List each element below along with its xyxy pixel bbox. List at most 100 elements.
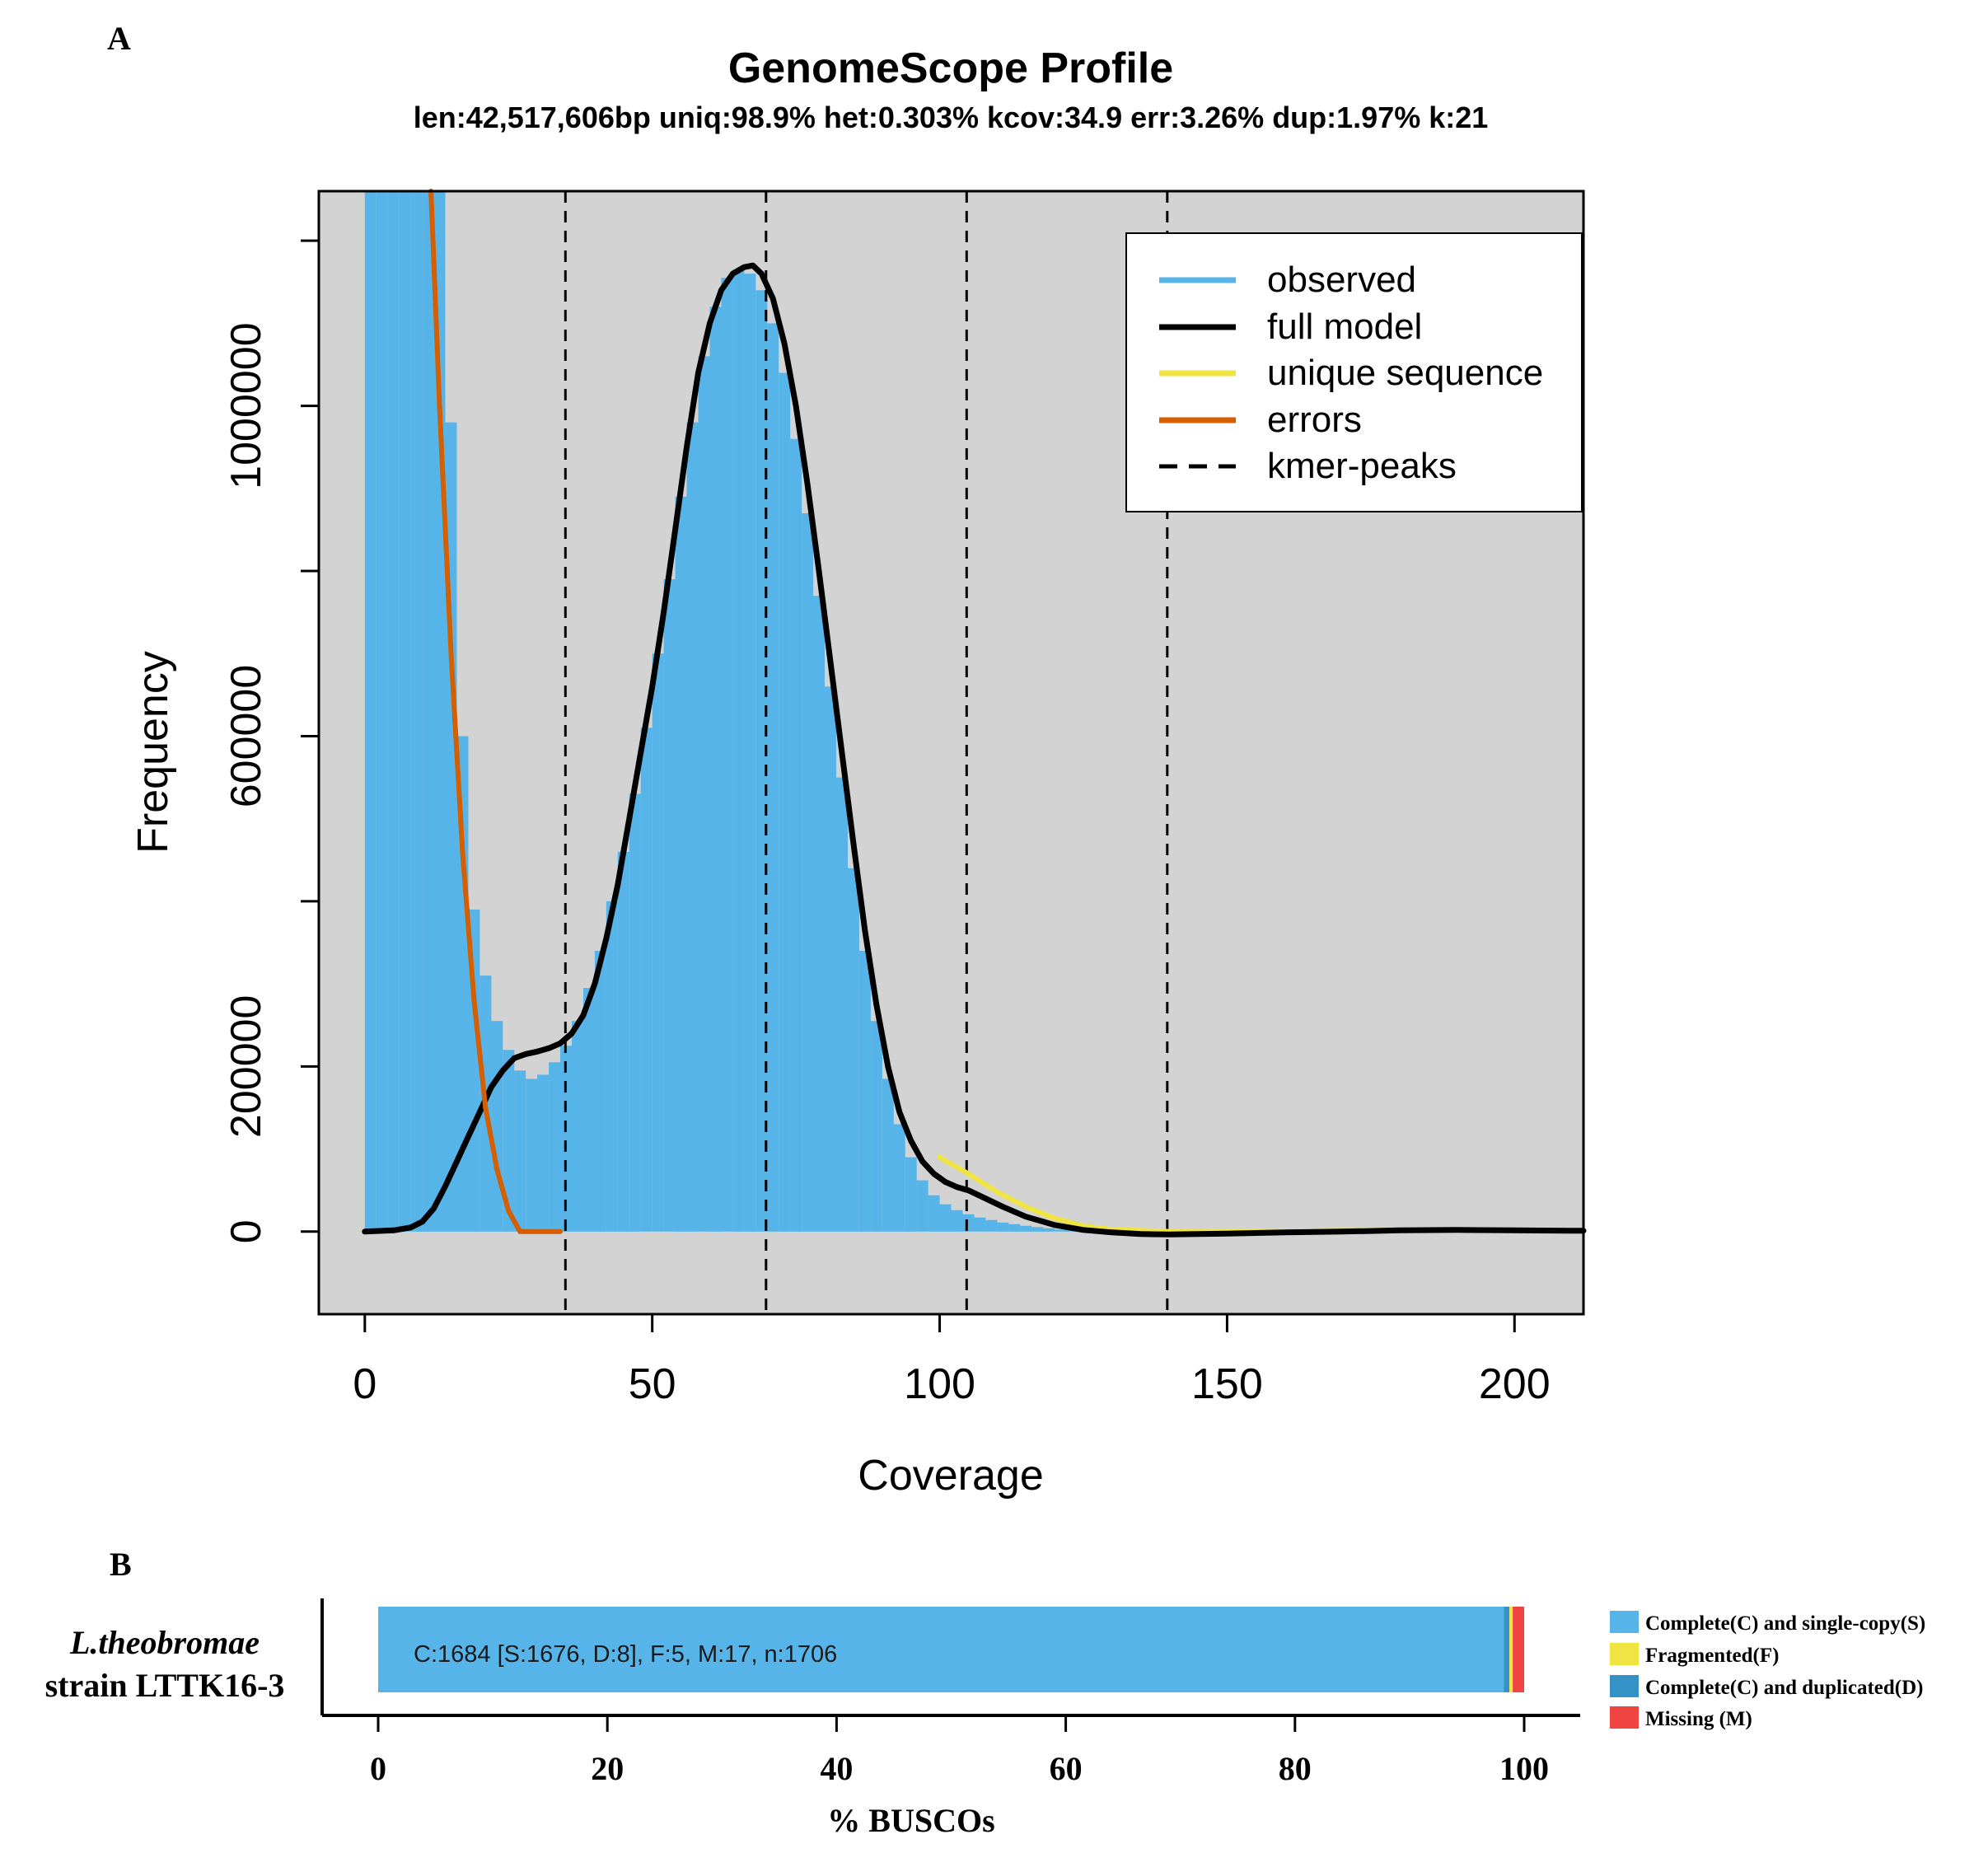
observed-bar <box>1008 1224 1021 1232</box>
observed-bar <box>813 596 825 1232</box>
observed-bar <box>790 438 802 1232</box>
x-axis: 0 50 100 150 200 <box>353 1314 1551 1408</box>
observed-bar <box>594 951 606 1232</box>
y-axis-label: Frequency <box>129 651 177 854</box>
panel-b-letter: B <box>110 1546 132 1583</box>
busco-segment <box>1513 1607 1524 1692</box>
busco-chart: C:1684 [S:1676, D:8], F:5, M:17, n:1706 … <box>45 1598 1925 1839</box>
observed-bar <box>825 686 836 1232</box>
observed-bar <box>962 1214 975 1232</box>
busco-x-axis: 0 20 40 60 80 100 <box>370 1715 1549 1787</box>
busco-x-tick-label: 20 <box>591 1750 624 1787</box>
observed-bar <box>985 1219 998 1232</box>
busco-segment <box>1504 1607 1509 1692</box>
busco-legend-swatch-duplicated <box>1610 1675 1639 1697</box>
observed-bar <box>997 1222 1009 1232</box>
observed-bar <box>663 579 676 1232</box>
observed-bar <box>721 278 733 1232</box>
busco-legend: Complete(C) and single-copy(S) Fragmente… <box>1610 1611 1925 1730</box>
observed-bar <box>779 372 791 1232</box>
observed-bar <box>387 191 400 1232</box>
legend-label-errors: errors <box>1267 400 1362 440</box>
observed-bar <box>744 274 756 1232</box>
observed-bar <box>526 1079 538 1232</box>
observed-bar <box>709 306 722 1232</box>
x-tick-label: 100 <box>904 1360 975 1408</box>
legend-label-observed: observed <box>1267 260 1416 300</box>
observed-bar <box>549 1062 561 1232</box>
observed-bar <box>491 1021 503 1232</box>
busco-x-tick-label: 40 <box>820 1750 853 1787</box>
busco-bar-label: C:1684 [S:1676, D:8], F:5, M:17, n:1706 <box>414 1641 837 1668</box>
plot-frame <box>317 190 1585 1316</box>
observed-bar <box>893 1124 905 1232</box>
busco-bar <box>378 1607 1524 1692</box>
errors-line <box>428 189 563 1234</box>
observed-bar <box>537 1074 550 1232</box>
busco-category-strain: strain LTTK16-3 <box>45 1667 285 1704</box>
observed-bar <box>629 793 641 1232</box>
observed-bar <box>1043 1228 1055 1232</box>
legend-label-kmer-peaks: kmer-peaks <box>1267 446 1457 486</box>
observed-bar <box>410 191 423 1232</box>
y-tick-label: 600000 <box>222 665 270 808</box>
busco-legend-swatch-fragmented <box>1610 1643 1639 1665</box>
observed-bar <box>399 191 411 1232</box>
y-axis: 0 200000 600000 1000000 <box>222 239 319 1243</box>
legend-label-unique-sequence: unique sequence <box>1267 353 1543 393</box>
busco-legend-swatch-missing <box>1610 1706 1639 1729</box>
busco-legend-swatch-single <box>1610 1611 1639 1633</box>
busco-segment <box>378 1607 1504 1692</box>
x-tick-label: 0 <box>353 1360 377 1408</box>
observed-bar <box>652 653 664 1232</box>
chart-title: GenomeScope Profile <box>728 44 1173 92</box>
observed-bar <box>951 1210 963 1232</box>
chart-subtitle: len:42,517,606bp uniq:98.9% het:0.303% k… <box>414 101 1489 134</box>
genomescope-chart: GenomeScope Profile len:42,517,606bp uni… <box>129 44 1587 1500</box>
observed-bar <box>686 422 699 1232</box>
full-model-line <box>362 262 1587 1238</box>
observed-bar <box>882 1079 894 1232</box>
observed-bar <box>847 868 859 1232</box>
busco-category-name: L.theobromae <box>69 1624 260 1661</box>
observed-bar <box>640 728 653 1232</box>
observed-bar <box>560 1046 572 1232</box>
observed-bar <box>974 1217 986 1232</box>
x-axis-label: Coverage <box>858 1452 1043 1500</box>
observed-bar <box>583 988 595 1232</box>
y-tick-label: 200000 <box>222 995 270 1139</box>
observed-bar <box>905 1157 917 1232</box>
panel-a-letter: A <box>107 20 131 57</box>
observed-bar <box>617 851 629 1232</box>
busco-legend-label-single: Complete(C) and single-copy(S) <box>1645 1612 1925 1635</box>
busco-segment <box>1509 1607 1513 1692</box>
x-tick-label: 150 <box>1191 1360 1263 1408</box>
observed-bar <box>376 191 388 1232</box>
observed-bar <box>928 1195 940 1232</box>
observed-bar <box>422 191 434 1232</box>
y-tick-label: 0 <box>222 1219 270 1243</box>
legend: observed full model unique sequence erro… <box>1125 232 1583 512</box>
observed-bar <box>1020 1225 1032 1232</box>
observed-bar <box>732 269 745 1232</box>
observed-bar <box>1031 1227 1044 1232</box>
busco-x-tick-label: 60 <box>1050 1750 1083 1787</box>
observed-bar <box>836 777 848 1232</box>
observed-bar <box>1055 1229 1083 1232</box>
observed-bar <box>698 356 710 1232</box>
observed-bar <box>802 512 814 1232</box>
observed-bar <box>870 1021 882 1232</box>
observed-bar <box>916 1180 929 1232</box>
observed-bar <box>572 1021 583 1232</box>
busco-x-tick-label: 0 <box>370 1750 386 1787</box>
observed-bar <box>939 1204 952 1232</box>
busco-legend-label-fragmented: Fragmented(F) <box>1645 1645 1779 1667</box>
observed-bar <box>858 951 871 1232</box>
observed-bar <box>606 901 618 1232</box>
busco-x-tick-label: 100 <box>1499 1750 1549 1787</box>
x-tick-label: 50 <box>629 1360 676 1408</box>
x-tick-label: 200 <box>1479 1360 1551 1408</box>
observed-bar <box>364 191 377 1232</box>
observed-bar <box>755 290 768 1232</box>
